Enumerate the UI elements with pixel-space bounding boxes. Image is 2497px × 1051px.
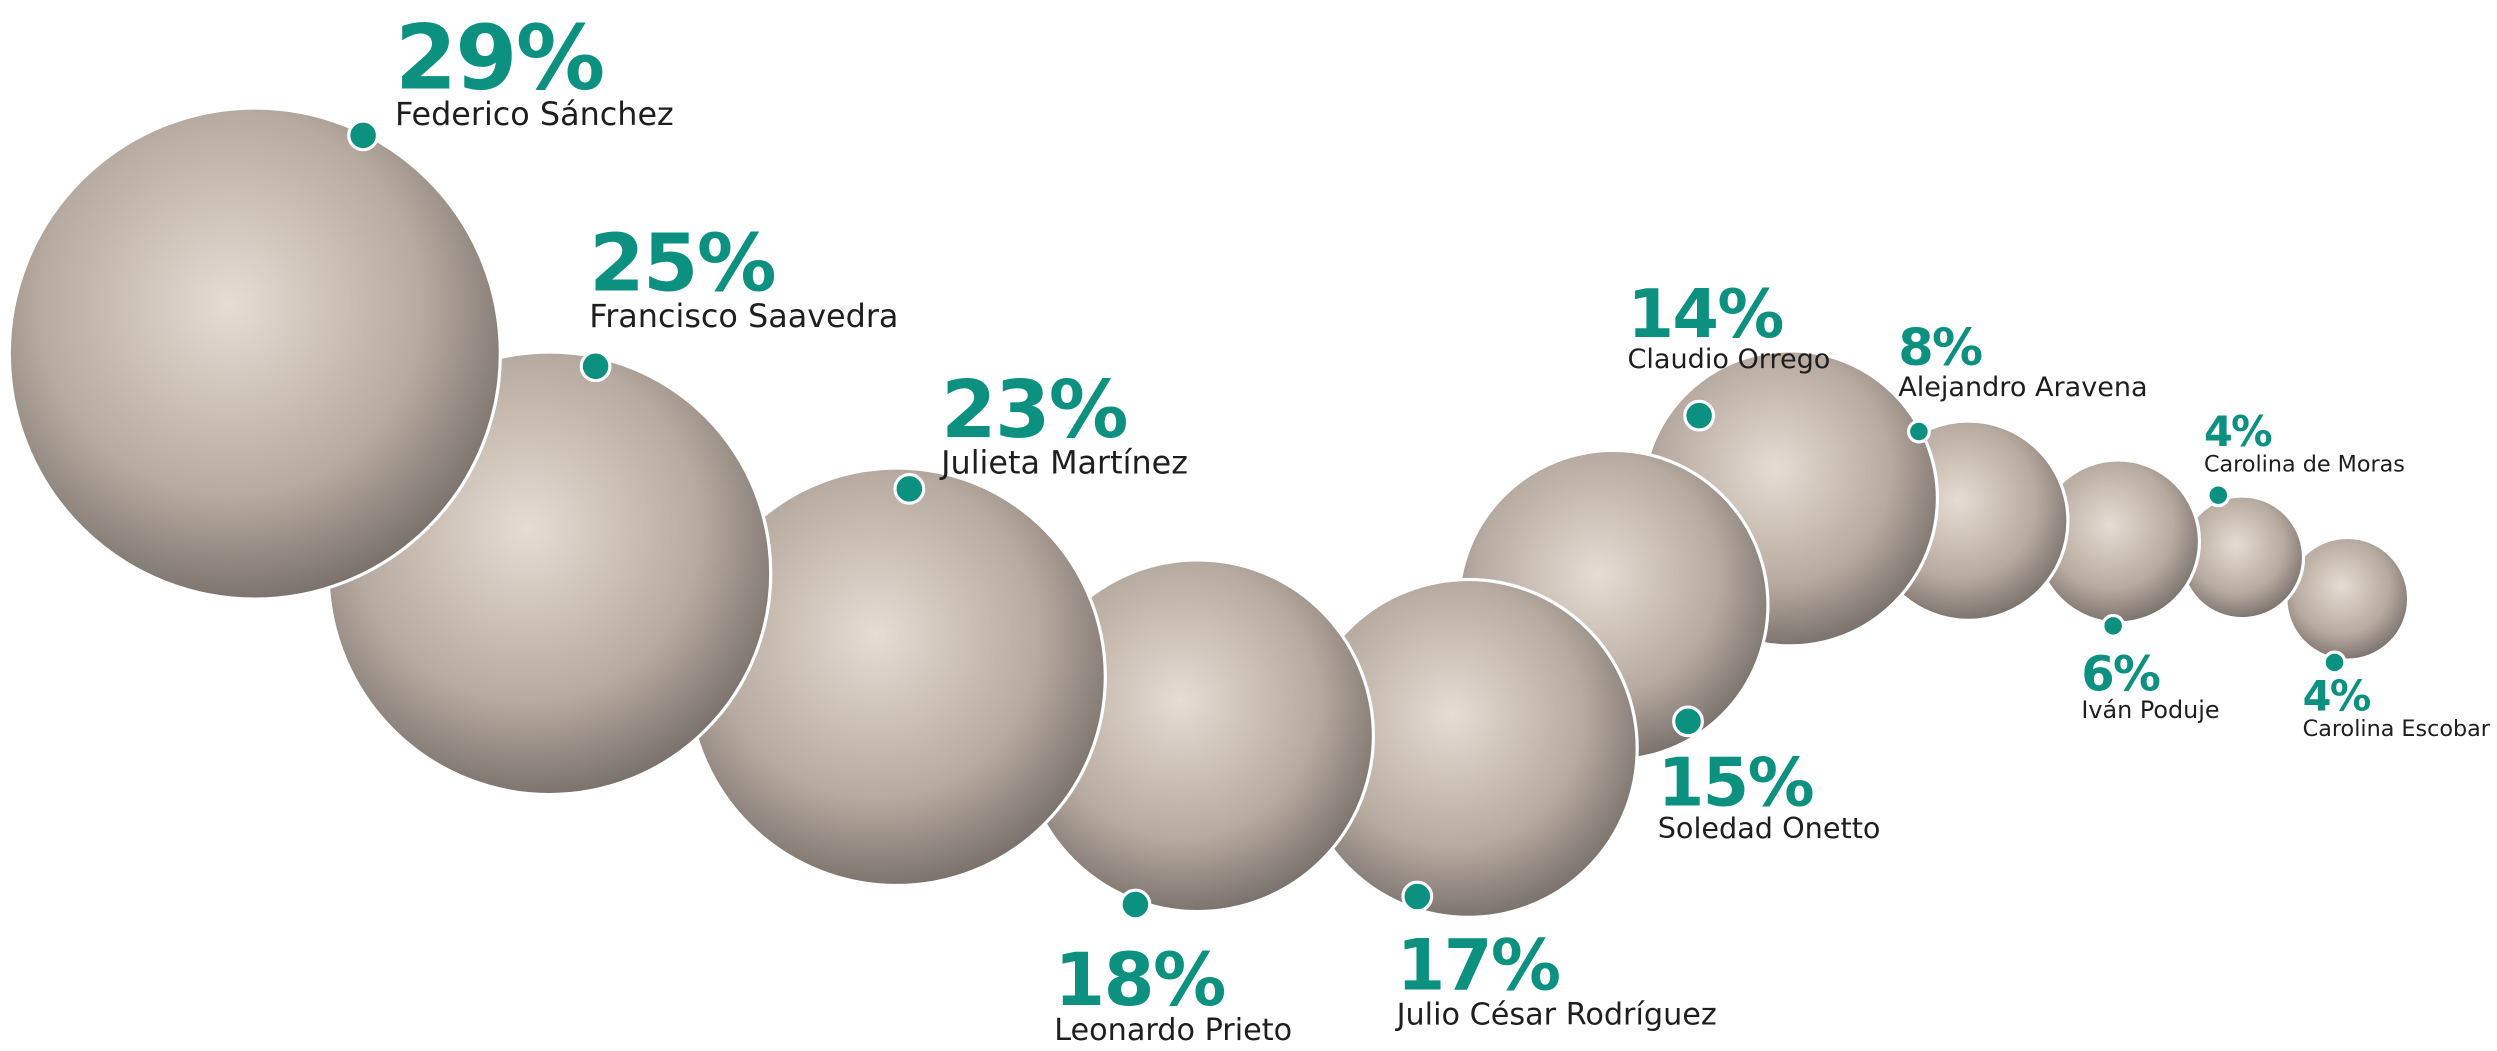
marker-dot xyxy=(2206,483,2231,508)
name-label: Federico Sánchez xyxy=(395,95,674,133)
marker-dot xyxy=(347,119,380,152)
name-label: Soledad Onetto xyxy=(1658,811,1881,845)
photos xyxy=(7,106,2411,919)
percent-label: 23% xyxy=(941,363,1127,456)
percent-label: 8% xyxy=(1898,319,1982,378)
name-label: Alejandro Aravena xyxy=(1898,372,2147,403)
percent-label: 4% xyxy=(2303,672,2371,720)
marker-dot xyxy=(2101,613,2126,638)
percent-label: 14% xyxy=(1627,275,1782,353)
name-label: Carolina Escobar xyxy=(2303,716,2491,742)
name-label: Claudio Orrego xyxy=(1627,344,1830,375)
name-label: Julieta Martínez xyxy=(939,444,1188,482)
percent-label: 18% xyxy=(1054,938,1225,1023)
percent-label: 29% xyxy=(395,7,604,111)
marker-dot xyxy=(1683,399,1716,432)
marker-dot xyxy=(1119,888,1152,921)
marker-dot xyxy=(579,350,612,383)
name-label: Carolina de Moras xyxy=(2204,452,2405,478)
labels: 29%Federico Sánchez 25%Francisco Saavedra… xyxy=(347,7,2491,1048)
percent-label: 6% xyxy=(2081,647,2160,702)
percent-label: 17% xyxy=(1397,925,1560,1007)
marker-dot xyxy=(893,472,926,505)
marker-dot xyxy=(1401,880,1434,913)
percent-label: 4% xyxy=(2204,408,2272,456)
marker-dot xyxy=(1906,419,1931,444)
name-label: Julio César Rodríguez xyxy=(1395,997,1717,1032)
name-label: Leonardo Prieto xyxy=(1054,1013,1292,1048)
percent-label: 25% xyxy=(589,217,775,310)
marker-dot xyxy=(2322,650,2347,675)
name-label: Francisco Saavedra xyxy=(589,297,898,335)
name-label: Iván Poduje xyxy=(2081,696,2219,724)
photo-bubble xyxy=(7,106,502,601)
marker-dot xyxy=(1672,705,1704,738)
percent-label: 15% xyxy=(1658,743,1813,821)
